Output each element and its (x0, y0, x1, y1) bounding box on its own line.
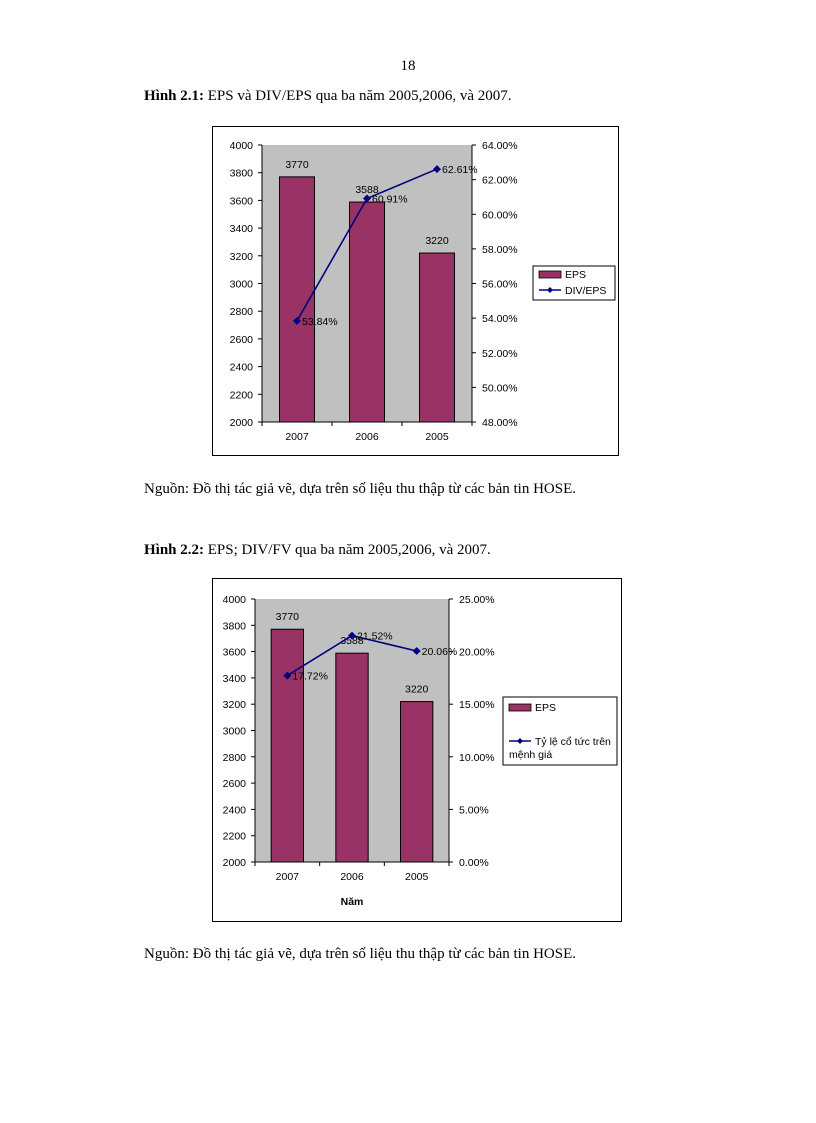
figure-1-label: Hình 2.1: (144, 88, 205, 104)
chart-2-x-axis-title: Năm (341, 896, 364, 908)
chart-2-left-tick-label: 2400 (223, 804, 247, 816)
chart-2-left-tick-label: 2600 (223, 778, 247, 790)
chart-1-right-tick-label: 64.00% (482, 140, 518, 152)
figure-2-label: Hình 2.2: (144, 542, 205, 558)
chart-1-legend-marker (547, 287, 553, 293)
chart-1-left-tick-label: 3200 (230, 251, 254, 263)
chart-2-bar-2005 (400, 701, 434, 863)
chart-1-line-label-2007: 53.84% (302, 316, 338, 328)
chart-1-left-tick-label: 4000 (230, 140, 254, 152)
chart-1-left-tick-label: 3400 (230, 223, 254, 235)
chart-1-frame: 2000 2200 2400 2600 2800 3000 3200 3400 3600 3800… (212, 126, 619, 456)
chart-2-bar-2006 (335, 652, 369, 863)
chart-2-line-point-2005 (412, 646, 421, 655)
chart-1-bar-label-2006: 3588 (355, 184, 379, 196)
chart-1-bar-label-2005: 3220 (425, 235, 449, 247)
chart-1-x-tick-label: 2007 (285, 431, 309, 443)
chart-1-bar-2006 (349, 201, 385, 423)
chart-1-line-point-2005 (433, 165, 441, 174)
chart-2-right-tick-label: 20.00% (459, 647, 495, 659)
figure-2-caption-text: EPS; DIV/FV qua ba năm 2005,2006, và 200… (204, 542, 491, 558)
chart-2-legend-bar-swatch (508, 703, 532, 712)
chart-2-x-tick-label: 2007 (276, 871, 300, 883)
chart-2-left-tick-label: 3600 (223, 647, 247, 659)
chart-1-left-tick-label: 2200 (230, 389, 254, 401)
chart-1-right-tick-label: 58.00% (482, 244, 518, 256)
chart-1-left-tick-label: 3000 (230, 279, 254, 291)
chart-2-bar-label-2006: 3588 (340, 635, 364, 647)
figure-1-source: Nguồn: Đồ thị tác giả vẽ, dựa trên số li… (144, 481, 576, 497)
chart-2-legend-label-3: mệnh giá (509, 749, 552, 761)
chart-2-left-tick-label: 3800 (223, 620, 247, 632)
chart-2-right-tick-label: 5.00% (459, 804, 489, 816)
chart-1-right-tick-label: 56.00% (482, 279, 518, 291)
chart-2-left-tick-label: 3200 (223, 699, 247, 711)
chart-1-line-label-2006: 60.91% (372, 193, 408, 205)
figure-2-caption: Hình 2.2: EPS; DIV/FV qua ba năm 2005,20… (144, 542, 491, 559)
chart-2-right-tick-label: 25.00% (459, 594, 495, 606)
chart-2-line-point-2007 (283, 671, 292, 680)
chart-2-legend-marker (517, 738, 523, 744)
chart-2-x-tick-label: 2006 (340, 871, 364, 883)
chart-1-right-tick-label: 50.00% (482, 382, 518, 394)
chart-1-left-tick-label: 2000 (230, 417, 254, 429)
figure-1-caption-text: EPS và DIV/EPS qua ba năm 2005,2006, và … (204, 88, 512, 104)
chart-2-bar-label-2007: 3770 (276, 611, 300, 623)
chart-2-frame: 2000 2200 2400 2600 2800 3000 3200 3400 3600 3800… (212, 578, 622, 922)
chart-1-x-tick-label: 2006 (355, 431, 379, 443)
chart-2: 2000 2200 2400 2600 2800 3000 3200 3400 3600 3800… (223, 594, 618, 908)
chart-2-legend-label-1: EPS (535, 702, 556, 714)
chart-2-left-tick-label: 2000 (223, 857, 247, 869)
figure-1-caption: Hình 2.1: EPS và DIV/EPS qua ba năm 2005… (144, 88, 512, 105)
chart-2-line-label-2006: 21.52% (357, 631, 393, 643)
chart-1-right-tick-label: 48.00% (482, 417, 518, 429)
page-number: 18 (400, 58, 416, 74)
chart-1-right-tick-label: 60.00% (482, 209, 518, 221)
chart-2-left-tick-label: 3000 (223, 726, 247, 738)
chart-2-bar-2007 (270, 628, 304, 863)
chart-2-right-tick-label: 0.00% (459, 857, 489, 869)
chart-1-left-tick-label: 2600 (230, 334, 254, 346)
chart-2-right-tick-label: 10.00% (459, 752, 495, 764)
chart-1-left-tick-label: 3800 (230, 168, 254, 180)
chart-1-legend-label-2: DIV/EPS (565, 285, 606, 297)
chart-1-legend-label-1: EPS (565, 269, 586, 281)
chart-1-right-tick-label: 62.00% (482, 175, 518, 187)
figure-2-source: Nguồn: Đồ thị tác giả vẽ, dựa trên số li… (144, 946, 576, 962)
chart-2-line-label-2007: 17.72% (292, 671, 328, 683)
chart-1-line-point-2006 (363, 194, 371, 203)
chart-1-right-tick-label: 54.00% (482, 313, 518, 325)
chart-2-legend-box (502, 696, 618, 766)
chart-1-left-tick-label: 2800 (230, 306, 254, 318)
chart-2-right-tick-label: 15.00% (459, 699, 495, 711)
chart-1-x-tick-label: 2005 (425, 431, 449, 443)
chart-2-left-tick-label: 2800 (223, 752, 247, 764)
chart-2-left-tick-label: 4000 (223, 594, 247, 606)
chart-1-right-tick-label: 52.00% (482, 348, 518, 360)
chart-2-bar-label-2005: 3220 (405, 684, 429, 696)
chart-1: 2000 2200 2400 2600 2800 3000 3200 3400 3600 3800… (230, 140, 616, 443)
chart-1-left-tick-label: 3600 (230, 195, 254, 207)
chart-1-bar-label-2007: 3770 (285, 159, 309, 171)
chart-1-left-tick-label: 2400 (230, 362, 254, 374)
chart-2-left-tick-label: 2200 (223, 831, 247, 843)
chart-1-legend-bar-swatch (538, 270, 562, 279)
chart-2-line-point-2006 (348, 631, 356, 640)
chart-1-line-label-2005: 62.61% (442, 164, 478, 176)
chart-1-line-point-2007 (293, 316, 301, 325)
chart-2-left-tick-label: 3400 (223, 673, 247, 685)
chart-2-legend-label-2: Tỷ lệ cổ tức trên (535, 736, 611, 748)
chart-2-x-tick-label: 2005 (405, 871, 429, 883)
chart-2-line-label-2005: 20.06% (422, 646, 458, 658)
chart-1-bar-2005 (419, 252, 455, 423)
